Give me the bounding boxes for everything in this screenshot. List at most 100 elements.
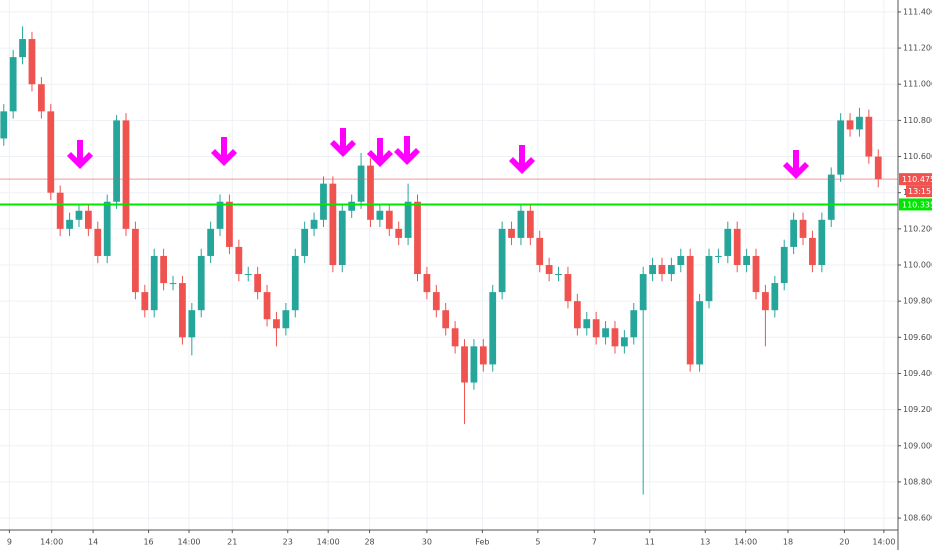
y-tick-label: 109.200	[903, 405, 932, 414]
candle-body	[809, 237, 816, 265]
candle-body	[461, 346, 468, 383]
annotation-arrows	[67, 128, 809, 179]
candle-body	[66, 219, 73, 229]
candle-body	[715, 255, 722, 257]
candle-body	[686, 255, 694, 365]
candle-body	[583, 319, 591, 329]
candle-body	[818, 219, 826, 265]
arrow	[367, 138, 393, 167]
candle-body	[545, 265, 553, 275]
candle-body	[696, 301, 703, 365]
candle-body	[47, 111, 55, 193]
candle-body	[291, 255, 299, 311]
candle-body	[856, 116, 863, 130]
x-tick-label: 14:00	[872, 538, 895, 547]
y-tick-label: 108.800	[903, 477, 932, 486]
candle-body	[846, 120, 854, 130]
candle-body	[329, 183, 337, 265]
candle-body	[169, 283, 177, 285]
candle-body	[799, 219, 807, 238]
y-tick-label: 111.200	[903, 44, 932, 53]
candle-body	[338, 210, 346, 265]
candle-body	[244, 274, 252, 276]
candle-body	[75, 210, 83, 220]
arrow	[783, 150, 809, 179]
candle-body	[489, 292, 497, 365]
candle-body	[197, 255, 205, 311]
x-tick-label: 14:00	[177, 538, 200, 547]
candle-body	[320, 183, 327, 220]
x-tick-label: 5	[535, 538, 540, 547]
candle-body	[555, 274, 562, 276]
candle-body	[273, 319, 280, 329]
candle-body	[122, 120, 130, 229]
x-tick-label: 14:00	[317, 538, 340, 547]
candle-body	[639, 274, 647, 311]
x-tick-label: 7	[592, 538, 597, 547]
price-label: 110.335	[902, 200, 932, 209]
candle-body	[357, 165, 365, 202]
y-tick-label: 110.200	[903, 224, 932, 233]
y-tick-label: 110.000	[903, 261, 932, 270]
arrow	[394, 136, 420, 165]
candle-body	[235, 246, 243, 275]
x-tick-label: Feb	[475, 538, 489, 547]
candle-body	[733, 228, 741, 265]
candle-body	[564, 274, 572, 302]
candle-body	[442, 310, 450, 329]
candle-body	[451, 328, 459, 347]
countdown: 13:15	[908, 187, 931, 196]
candle-body	[752, 255, 760, 293]
candle-body	[113, 120, 120, 202]
y-tick-label: 110.600	[903, 152, 932, 161]
countdown-box	[906, 185, 932, 198]
x-tick-label: 20	[839, 538, 849, 547]
x-tick-label: 14:00	[40, 538, 63, 547]
candle-body	[9, 57, 17, 112]
candle-body	[865, 116, 873, 157]
y-tick-label: 109.000	[903, 441, 932, 450]
price-label-box	[899, 173, 932, 186]
candle-body	[85, 210, 92, 229]
candle-body	[630, 310, 638, 338]
x-tick-label: 28	[364, 538, 374, 547]
candle-body	[667, 265, 675, 275]
candle-body	[263, 292, 271, 320]
candle-body	[160, 255, 167, 284]
candle-body	[348, 201, 356, 211]
candle-body	[498, 228, 506, 293]
y-tick-label: 109.800	[903, 297, 932, 306]
y-tick-label: 109.400	[903, 369, 932, 378]
candle-body	[367, 165, 374, 220]
x-tick-label: 9	[7, 538, 12, 547]
candle-body	[611, 328, 619, 347]
candle-body	[743, 255, 750, 265]
candle-body	[301, 228, 309, 256]
candle-body	[226, 201, 233, 247]
candle-body	[517, 210, 525, 238]
candle-body	[141, 292, 149, 311]
candle-body	[649, 265, 656, 275]
candle-body	[254, 274, 262, 293]
candle-body	[0, 111, 8, 139]
candle-body	[150, 255, 158, 311]
candle-body	[103, 201, 111, 256]
candle-body	[602, 328, 609, 338]
candle-body	[310, 219, 318, 229]
y-tick-label: 110.800	[903, 116, 932, 125]
candle-body	[282, 310, 290, 329]
candle-body	[385, 210, 393, 229]
candle-body	[762, 292, 769, 311]
candle-body	[827, 174, 835, 220]
y-tick-label: 108.600	[903, 514, 932, 523]
candle-body	[414, 201, 421, 275]
candle-body	[705, 255, 713, 302]
candle-body	[188, 310, 196, 338]
candle-body	[724, 228, 732, 256]
candle-body	[37, 84, 45, 112]
grid	[0, 0, 898, 530]
y-tick-label: 109.600	[903, 333, 932, 342]
candle-body	[376, 210, 384, 220]
candle-body	[179, 283, 186, 338]
candle-body	[677, 255, 685, 265]
